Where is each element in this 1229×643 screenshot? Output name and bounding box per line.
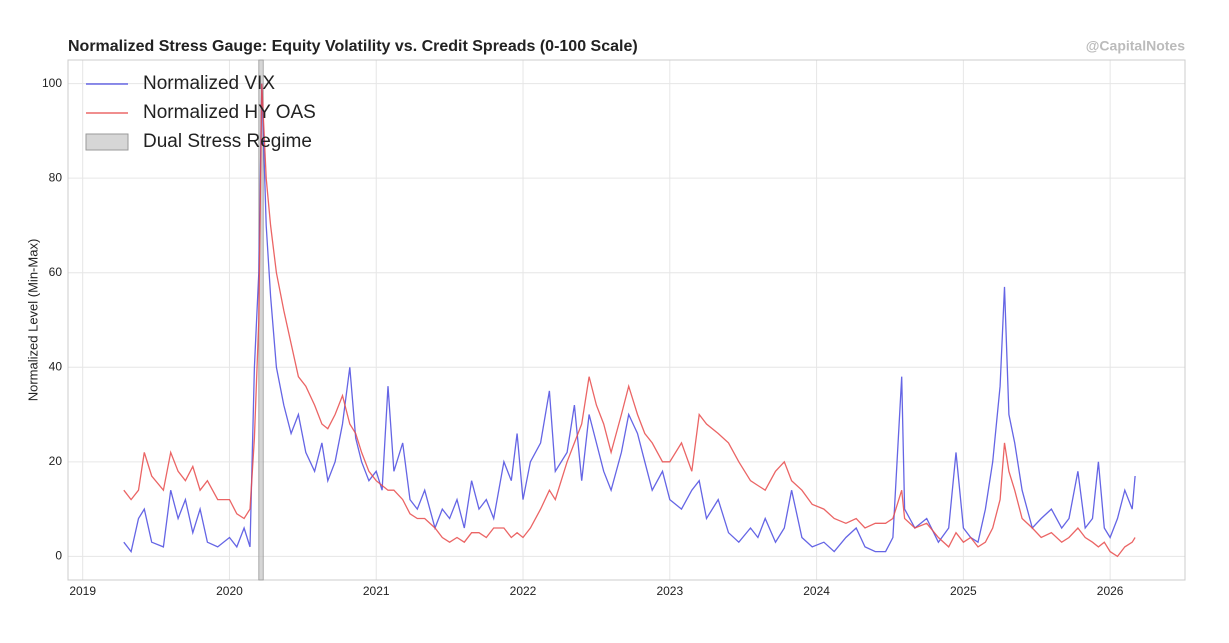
x-tick-label: 2024	[803, 584, 830, 598]
series-line	[123, 83, 1136, 558]
series-line	[123, 83, 1136, 554]
x-tick-label: 2022	[510, 584, 537, 598]
y-tick-label: 20	[49, 454, 63, 468]
watermark: @CapitalNotes	[1086, 38, 1185, 54]
x-tick-label: 2026	[1097, 584, 1124, 598]
y-tick-label: 60	[49, 265, 63, 279]
x-tick-label: 2023	[656, 584, 683, 598]
legend-label: Normalized HY OAS	[143, 102, 316, 123]
y-tick-label: 40	[49, 359, 63, 373]
x-tick-label: 2020	[216, 584, 243, 598]
y-tick-label: 100	[42, 76, 62, 90]
y-tick-label: 80	[49, 170, 63, 184]
legend-label: Normalized VIX	[143, 73, 275, 94]
x-tick-label: 2021	[363, 584, 390, 598]
plot-frame	[67, 59, 1186, 581]
chart-title: Normalized Stress Gauge: Equity Volatili…	[68, 38, 638, 55]
y-tick-label: 0	[55, 549, 62, 563]
x-tick-label: 2025	[950, 584, 977, 598]
y-axis-label: Normalized Level (Min-Max)	[25, 239, 40, 402]
x-tick-label: 2019	[69, 584, 96, 598]
legend-swatch	[85, 133, 129, 151]
legend-label: Dual Stress Regime	[143, 131, 312, 152]
